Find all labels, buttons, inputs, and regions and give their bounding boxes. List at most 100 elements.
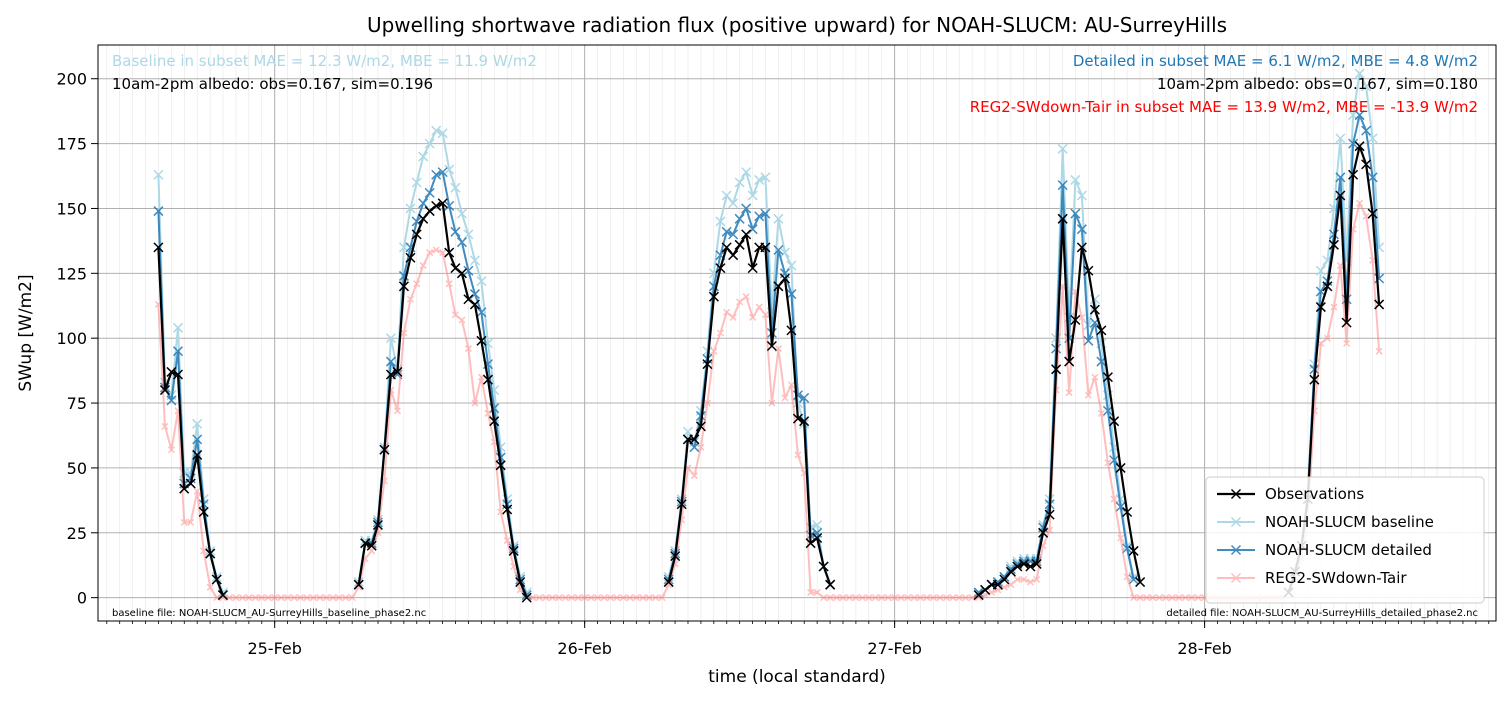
data-point-noah-slucm-baseline: [418, 151, 429, 162]
data-point-observations: [1354, 141, 1365, 152]
data-point-noah-slucm-baseline: [411, 177, 422, 188]
legend-item-noah-slucm-detailed: [1217, 544, 1255, 556]
data-point-observations: [766, 340, 777, 352]
data-point-reg2-swdown-tair: [264, 594, 272, 602]
data-point-reg2-swdown-tair: [206, 583, 214, 591]
data-point-reg2-swdown-tair: [225, 594, 233, 602]
data-point-observations: [379, 444, 390, 455]
legend-marker-reg2-swdown-tair: [1230, 572, 1242, 584]
data-point-noah-slucm-detailed: [192, 434, 203, 445]
series-line-reg2-swdown-tair: [157, 202, 1381, 599]
data-point-noah-slucm-baseline: [476, 276, 487, 287]
data-point-observations: [179, 483, 190, 494]
data-point-noah-slucm-detailed: [760, 208, 771, 219]
data-point-observations: [444, 247, 455, 258]
series-layer: [153, 68, 1385, 603]
data-point-observations: [702, 359, 713, 370]
data-point-observations: [1070, 314, 1081, 326]
data-point-noah-slucm-baseline: [450, 182, 461, 193]
data-point-reg2-swdown-tair: [251, 594, 259, 602]
data-point-reg2-swdown-tair: [1110, 495, 1118, 503]
data-point-reg2-swdown-tair: [477, 373, 485, 381]
data-point-reg2-swdown-tair: [238, 594, 246, 602]
data-point-reg2-swdown-tair: [193, 487, 201, 495]
data-point-reg2-swdown-tair: [1181, 594, 1189, 602]
data-point-observations: [353, 579, 364, 590]
data-point-reg2-swdown-tair: [813, 588, 821, 596]
data-point-noah-slucm-baseline: [773, 213, 784, 224]
data-point-observations: [1076, 242, 1087, 253]
data-point-reg2-swdown-tair: [503, 537, 511, 545]
data-point-noah-slucm-detailed: [469, 289, 480, 300]
legend-item-observations: [1217, 488, 1255, 500]
data-point-noah-slucm-detailed: [721, 226, 732, 237]
legend-marker-noah-slucm-detailed: [1230, 544, 1242, 556]
data-point-reg2-swdown-tair: [1356, 199, 1364, 207]
data-point-observations: [1005, 566, 1016, 577]
data-point-reg2-swdown-tair: [781, 394, 789, 402]
data-point-observations: [1025, 561, 1036, 572]
data-point-reg2-swdown-tair: [335, 594, 343, 602]
data-point-reg2-swdown-tair: [878, 594, 886, 602]
data-point-reg2-swdown-tair: [355, 583, 363, 591]
data-point-reg2-swdown-tair: [1162, 594, 1170, 602]
data-point-observations: [760, 242, 771, 253]
data-point-reg2-swdown-tair: [1343, 339, 1351, 347]
data-point-reg2-swdown-tair: [445, 280, 453, 288]
data-point-observations: [476, 335, 487, 346]
data-point-noah-slucm-detailed: [1109, 455, 1120, 466]
data-point-observations: [1096, 325, 1107, 336]
data-point-noah-slucm-detailed: [1354, 110, 1365, 121]
data-point-observations: [1064, 356, 1075, 367]
data-point-noah-slucm-baseline: [405, 203, 416, 214]
data-point-reg2-swdown-tair: [761, 311, 769, 319]
data-point-reg2-swdown-tair: [245, 594, 253, 602]
data-point-reg2-swdown-tair: [845, 594, 853, 602]
data-point-reg2-swdown-tair: [942, 594, 950, 602]
data-point-observations: [1122, 506, 1133, 518]
data-point-observations: [205, 548, 216, 559]
data-point-noah-slucm-baseline: [1361, 81, 1372, 92]
legend-marker-observations: [1230, 488, 1242, 500]
data-point-observations: [812, 532, 823, 544]
data-point-observations: [980, 584, 991, 595]
data-point-observations: [411, 229, 422, 240]
data-point-noah-slucm-baseline: [153, 169, 164, 180]
data-point-noah-slucm-detailed: [1328, 229, 1339, 240]
data-point-observations: [418, 213, 429, 224]
data-point-reg2-swdown-tair: [871, 594, 879, 602]
data-point-observations: [153, 242, 164, 253]
data-point-observations: [366, 540, 377, 551]
data-point-observations: [1102, 372, 1113, 383]
data-point-observations: [786, 325, 797, 336]
data-point-noah-slucm-baseline: [424, 138, 435, 149]
data-point-reg2-swdown-tair: [1194, 594, 1202, 602]
data-point-observations: [1348, 169, 1359, 180]
data-point-noah-slucm-baseline: [192, 418, 203, 429]
data-point-reg2-swdown-tair: [975, 594, 983, 602]
data-point-reg2-swdown-tair: [1007, 581, 1015, 589]
data-point-reg2-swdown-tair: [1026, 578, 1034, 586]
data-point-reg2-swdown-tair: [600, 594, 608, 602]
data-point-noah-slucm-baseline: [715, 216, 726, 227]
data-point-reg2-swdown-tair: [568, 594, 576, 602]
data-point-noah-slucm-baseline: [431, 125, 442, 136]
data-point-observations: [1341, 317, 1352, 328]
data-point-reg2-swdown-tair: [826, 594, 834, 602]
data-point-noah-slucm-baseline: [721, 190, 732, 201]
data-point-observations: [747, 263, 758, 274]
legend-label-noah-slucm-baseline: NOAH-SLUCM baseline: [1265, 513, 1434, 531]
legend-item-reg2-swdown-tair: [1217, 572, 1255, 584]
data-point-observations: [741, 229, 752, 240]
data-point-observations: [198, 506, 209, 518]
data-point-reg2-swdown-tair: [755, 303, 763, 311]
data-point-reg2-swdown-tair: [561, 594, 569, 602]
data-point-reg2-swdown-tair: [1130, 594, 1138, 602]
data-point-noah-slucm-detailed: [431, 169, 442, 180]
data-point-observations: [489, 416, 500, 427]
data-point-reg2-swdown-tair: [1375, 347, 1383, 355]
data-point-reg2-swdown-tair: [393, 407, 401, 415]
data-point-reg2-swdown-tair: [451, 311, 459, 319]
data-point-observations: [372, 519, 383, 531]
data-point-noah-slucm-baseline: [1354, 68, 1365, 79]
